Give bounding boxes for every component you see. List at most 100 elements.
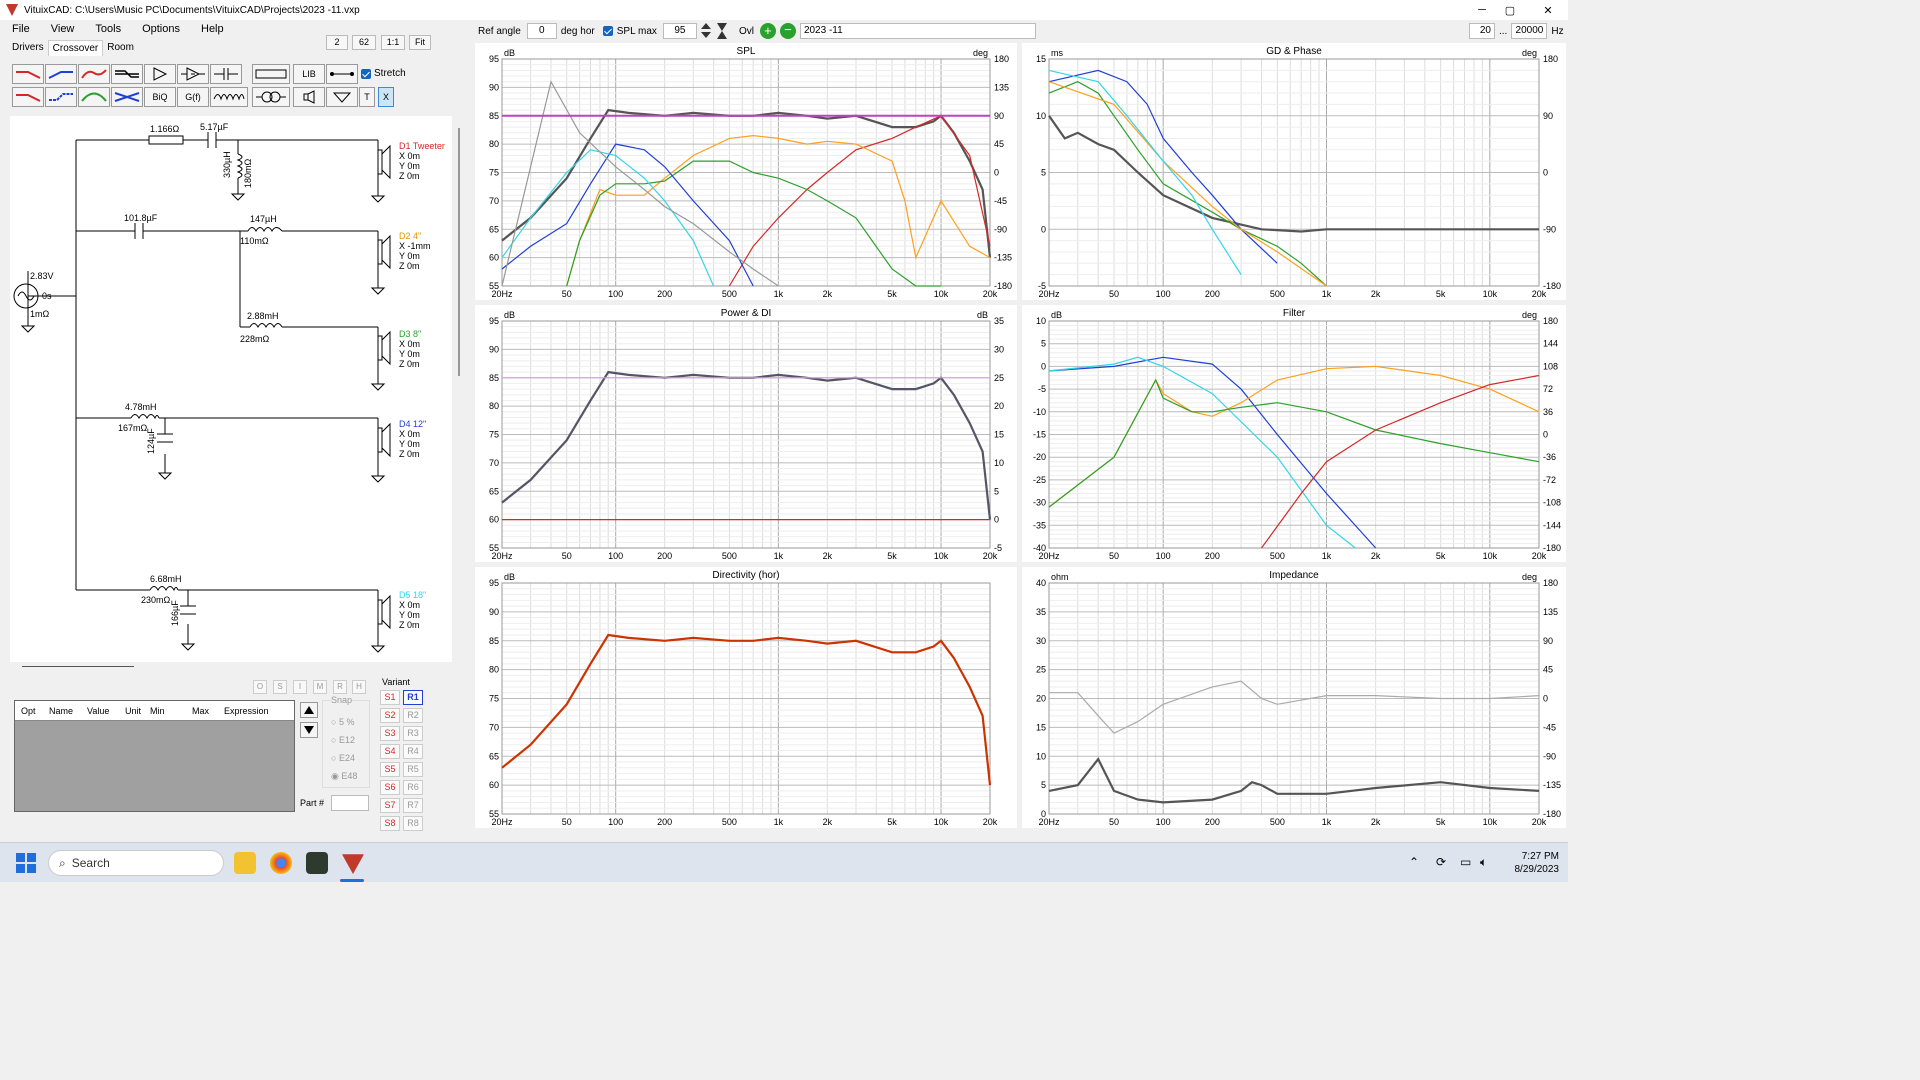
zoom-62-button[interactable]: 62	[352, 35, 376, 50]
taskbar-search[interactable]: ⌕ Search	[48, 850, 224, 876]
impedance-chart[interactable]: Impedance ohm deg 40 35 30 25 20 15 10 5 0 180 135 90 4…	[1022, 567, 1566, 828]
x-button[interactable]: X	[378, 87, 394, 107]
gf-button[interactable]: G(f)	[177, 87, 209, 107]
driver-d4-icon[interactable]	[370, 418, 391, 483]
l1-inductor[interactable]	[236, 153, 243, 179]
driver-d5-icon[interactable]	[370, 590, 391, 653]
inductor-button[interactable]	[210, 87, 248, 107]
voltage-source-icon[interactable]	[13, 283, 39, 309]
variant-r7-button[interactable]: R7	[403, 798, 423, 813]
tab-room[interactable]: Room	[107, 42, 134, 53]
c1-capacitor[interactable]	[207, 132, 217, 148]
minimize-button[interactable]: ─	[1478, 4, 1486, 16]
zoom-1to1-button[interactable]: 1:1	[381, 35, 405, 50]
menu-view[interactable]: View	[50, 23, 75, 35]
close-button[interactable]: ✕	[1543, 4, 1553, 17]
stretch-checkbox[interactable]	[361, 68, 371, 79]
variant-s3-button[interactable]: S3	[380, 726, 400, 741]
remove-overlay-icon[interactable]: −	[779, 23, 796, 39]
ground-button[interactable]	[326, 87, 358, 107]
file-explorer-icon[interactable]	[234, 852, 256, 874]
app-icon[interactable]	[306, 852, 328, 874]
buffer-button[interactable]	[144, 64, 176, 84]
clock[interactable]: 7:27 PM 8/29/2023	[1503, 850, 1560, 876]
spl-auto-icon[interactable]	[715, 22, 729, 40]
driver-d3-icon[interactable]	[370, 327, 391, 391]
biquad-button[interactable]: BiQ	[144, 87, 176, 107]
variant-r8-button[interactable]: R8	[403, 816, 423, 831]
driver-d1-icon[interactable]	[370, 140, 391, 203]
zoom-2-button[interactable]: 2	[326, 35, 348, 50]
opt-h-button[interactable]: H	[352, 680, 366, 694]
tab-crossover[interactable]: Crossover	[47, 40, 104, 56]
vituixcad-taskbar-icon[interactable]	[342, 854, 364, 874]
variant-s1-button[interactable]: S1	[380, 690, 400, 705]
highpass-filter-button[interactable]	[45, 64, 77, 84]
variant-r6-button[interactable]: R6	[403, 780, 423, 795]
snap-e12[interactable]: ○ E12	[331, 735, 355, 745]
library-button[interactable]: LIB	[293, 64, 325, 84]
l2-inductor[interactable]	[247, 227, 283, 233]
r1-resistor[interactable]	[148, 135, 184, 145]
menu-tools[interactable]: Tools	[95, 23, 122, 35]
lowpass-filter-button[interactable]	[12, 64, 44, 84]
menu-file[interactable]: File	[12, 23, 30, 35]
variant-s5-button[interactable]: S5	[380, 762, 400, 777]
spl-max-checkbox[interactable]	[602, 26, 613, 36]
move-down-button[interactable]	[300, 722, 318, 738]
schematic-canvas[interactable]: 2.83V 0s 1mΩ 1.166Ω 5.17µF 330µH 180mΩ 1…	[10, 116, 460, 662]
volume-icon[interactable]: 🔈︎	[1480, 855, 1488, 869]
bandpass-filter-button[interactable]	[78, 64, 110, 84]
filter-chart[interactable]: Filter dB deg 10 5 0 -5 -10 -15 -20 -25 -30 -35 -40 18…	[1022, 305, 1566, 562]
variant-r5-button[interactable]: R5	[403, 762, 423, 777]
parallel-cap-button[interactable]	[210, 64, 242, 84]
move-up-button[interactable]	[300, 702, 318, 718]
ref-angle-input[interactable]: 0	[526, 23, 557, 39]
l4-inductor[interactable]	[130, 414, 160, 420]
snap-5pct[interactable]: ○ 5 %	[331, 717, 355, 727]
notch-filter-button[interactable]	[111, 87, 143, 107]
sync-icon[interactable]: ⟳	[1436, 855, 1447, 869]
gd-phase-chart[interactable]: GD & Phase ms deg 15 10 5 0 -5 180 90 0 -90 -180 20Hz…	[1022, 43, 1566, 300]
opt-m-button[interactable]: M	[313, 680, 327, 694]
freq-max-input[interactable]: 20000	[1511, 23, 1548, 39]
directivity-chart[interactable]: Directivity (hor) dB 95 90 85 80 75 70 65 60 55 20H…	[475, 567, 1017, 828]
opt-i-button[interactable]: I	[293, 680, 307, 694]
c4-capacitor[interactable]	[157, 433, 173, 443]
power-di-chart[interactable]: Power & DI dB dB 95 90 85 80 75 70 65 60 55 35 30 25 20…	[475, 305, 1017, 562]
variant-s7-button[interactable]: S7	[380, 798, 400, 813]
peak-filter-button[interactable]	[78, 87, 110, 107]
driver-d2-icon[interactable]	[370, 231, 391, 295]
zoom-fit-button[interactable]: Fit	[409, 35, 431, 50]
variant-s6-button[interactable]: S6	[380, 780, 400, 795]
wire-button[interactable]	[326, 64, 358, 84]
allpass-button[interactable]	[45, 87, 77, 107]
resistor-button[interactable]	[252, 64, 290, 84]
variant-r2-button[interactable]: R2	[403, 708, 423, 723]
maximize-button[interactable]: ▢	[1504, 4, 1516, 17]
transformer-button[interactable]	[252, 87, 290, 107]
c2-capacitor[interactable]	[134, 223, 144, 239]
opt-s-button[interactable]: S	[273, 680, 287, 694]
t-button[interactable]: T	[359, 87, 375, 107]
snap-e48[interactable]: ◉ E48	[331, 771, 358, 781]
tab-drivers[interactable]: Drivers	[12, 42, 44, 53]
stretch-option[interactable]: Stretch	[361, 68, 406, 79]
spl-max-input[interactable]: 95	[662, 23, 697, 39]
snap-e24[interactable]: ○ E24	[331, 753, 355, 763]
opt-o-button[interactable]: O	[253, 680, 267, 694]
freq-min-input[interactable]: 20	[1469, 23, 1495, 39]
opamp-button[interactable]	[177, 64, 209, 84]
spl-spin-icon[interactable]	[699, 22, 713, 40]
shelf-filter-button[interactable]	[111, 64, 143, 84]
schematic-scrollbar[interactable]	[458, 128, 460, 376]
network-icon[interactable]: ▭	[1460, 855, 1472, 869]
variant-s2-button[interactable]: S2	[380, 708, 400, 723]
spl-chart[interactable]: SPL dB deg 95 90 85 80 75 70 65 60 55 180 135 90 45 0 -45…	[475, 43, 1017, 300]
l5-inductor[interactable]	[149, 586, 179, 592]
overlay-name-input[interactable]: 2023 -11	[799, 23, 1036, 39]
variant-s4-button[interactable]: S4	[380, 744, 400, 759]
optimizer-grid[interactable]: Opt Name Value Unit Min Max Expression	[14, 700, 295, 812]
menu-options[interactable]: Options	[142, 23, 180, 35]
c5-capacitor[interactable]	[180, 605, 196, 615]
